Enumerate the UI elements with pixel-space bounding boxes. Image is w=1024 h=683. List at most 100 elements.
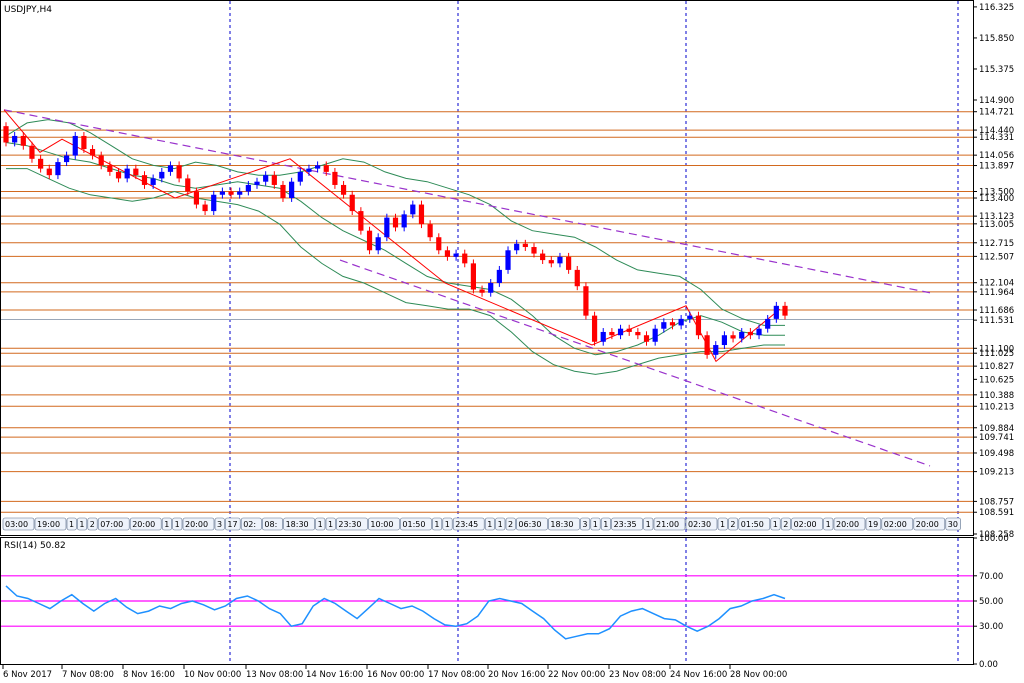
candle-bull [514,243,520,251]
timeline-label-box [600,517,611,531]
rsi-tick-label: 50.00 [979,597,1003,607]
candle-bull [721,335,728,346]
timeline-label: 1 [445,520,450,529]
candle-bull [211,194,217,212]
candle-bear [444,250,451,257]
timeline-label: 03:00 [5,520,28,529]
price-tick-label: 114.440 [979,126,1014,136]
rsi-tick-label: 30.00 [979,622,1003,632]
timeline-label: 1 [69,520,74,529]
time-tick-label: 22 Nov 00:00 [548,670,605,680]
rsi-axis: 100.00 70.00 50.00 30.00 0.00 [973,534,1009,670]
timeline-label-box [442,517,453,531]
price-tick-label: 109.498 [979,449,1014,459]
timeline-label: 2 [90,520,95,529]
price-tick-label: 114.900 [979,96,1014,106]
candle-bear [609,331,615,336]
candle-bull [55,162,61,176]
timeline-label: 23:30 [338,520,361,529]
price-tick-label: 108.258 [979,530,1014,540]
price-tick-label: 109.213 [979,468,1014,478]
timeline-label: 18:30 [550,520,573,529]
candle-bull [254,181,260,185]
main-chart-area[interactable] [1,1,973,535]
timeline-label: 1 [79,520,84,529]
timeline-label-box [66,517,77,531]
candle-bull [661,322,667,329]
candle-bull [150,178,156,185]
channel-lower-line [339,259,931,467]
timeline-label-box [172,517,183,531]
time-tick-label: 28 Nov 00:00 [730,670,787,680]
time-tick-label: 20 Nov 16:00 [488,670,545,680]
timeline-label-box [325,517,336,531]
timeline-label: 20:00 [916,520,939,529]
timeline-label-box [653,517,686,531]
candle-bull [306,168,312,172]
price-tick-label: 114.331 [979,133,1014,143]
timeline-label: 2 [508,520,513,529]
rsi-chart-area[interactable] [1,538,973,664]
timeline-label: 2 [730,520,735,529]
candle-bear [228,191,234,195]
timeline-label-box [770,517,781,531]
timeline-label-box [791,517,823,531]
timeline-label-box [315,517,326,531]
timeline-label: 01:50 [402,520,425,529]
candle-bull [72,135,78,156]
timeline-label-box [161,517,172,531]
price-tick-label: 111.100 [979,344,1014,354]
price-tick-label: 116.325 [979,3,1014,13]
channel-upper-line [3,109,931,294]
timeline-label: 01:50 [741,520,764,529]
timeline-label-box [580,517,591,531]
timeline-label: 20:00 [836,520,859,529]
timeline-label: 3 [582,520,587,529]
timeline-label: 10:00 [370,520,393,529]
price-tick-label: 115.375 [979,65,1014,75]
candle-bull [237,191,243,195]
candle-bull [245,184,251,192]
price-tick-label: 110.213 [979,402,1014,412]
time-tick-label: 17 Nov 08:00 [428,670,485,680]
time-tick-label: 14 Nov 16:00 [306,670,363,680]
candle-bull [375,237,381,251]
chart-title: USDJPY,H4 [4,5,52,15]
candle-bear [202,204,208,212]
candle-bull [773,305,779,319]
timeline-label: 2 [783,520,788,529]
candle-bear [522,243,528,248]
candle-bear [20,135,26,146]
price-tick-label: 114.056 [979,151,1014,161]
timeline-label: 30 [948,520,958,529]
timeline-label-box [262,517,283,531]
timeline-label: 1 [164,520,169,529]
candle-bear [566,256,572,270]
candle-bear [626,328,632,332]
time-tick-label: 10 Nov 00:00 [184,670,241,680]
price-tick-label: 111.531 [979,316,1014,326]
price-tick-label: 108.757 [979,497,1014,507]
timeline-label-box [225,517,241,531]
candle-bull [453,253,459,257]
timeline-label: 02: [243,520,256,529]
candle-bull [63,155,70,163]
timeline-label-box [643,517,654,531]
timeline-label: 08: [264,520,277,529]
timeline-label: 1 [826,520,831,529]
timeline-label: 23:45 [455,520,478,529]
time-axis: 6 Nov 2017 7 Nov 08:00 8 Nov 16:00 10 Nov 0… [2,665,787,680]
timeline-label: 1 [646,520,651,529]
price-tick-label: 113.005 [979,220,1014,230]
candle-bull [652,328,658,342]
candle-bear [81,135,87,150]
timeline-label: 3 [217,520,222,529]
price-tick-label: 113.400 [979,194,1014,204]
timeline-label: 1 [318,520,323,529]
timeline-label: 19 [868,520,878,529]
time-tick-label: 13 Nov 08:00 [246,670,303,680]
price-tick-label: 110.625 [979,375,1014,385]
candle-bull [289,181,295,199]
candle-bear [635,331,641,336]
